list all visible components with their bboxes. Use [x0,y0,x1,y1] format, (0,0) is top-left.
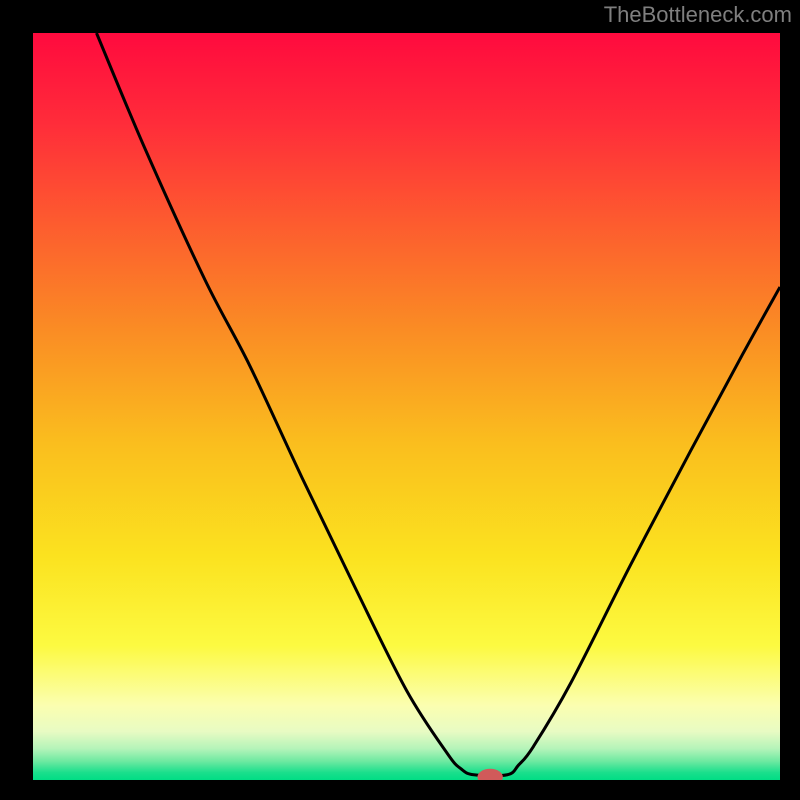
curve-path [96,33,780,776]
optimal-marker [477,769,502,780]
chart-plot-area [33,33,780,780]
bottleneck-curve [33,33,780,780]
watermark-text: TheBottleneck.com [604,2,792,28]
